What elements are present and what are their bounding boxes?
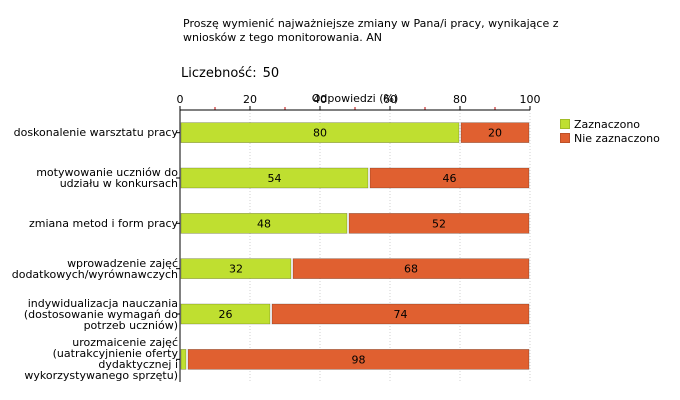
- chart-title: Proszę wymienić najważniejsze zmiany w P…: [183, 17, 559, 44]
- sample-size-label: Liczebność:: [181, 66, 257, 81]
- x-tick-label: 20: [243, 93, 257, 106]
- x-tick-label: 80: [453, 93, 467, 106]
- data-label: 32: [229, 263, 243, 276]
- x-tick-label: 60: [383, 93, 397, 106]
- bar-nie-zaznaczono: [369, 167, 530, 189]
- data-label: 74: [394, 308, 408, 321]
- legend-item-nie-zaznaczono: Nie zaznaczono: [560, 131, 660, 145]
- data-label: 46: [443, 172, 457, 185]
- category-label: wprowadzenie zajęć dodatkowych/wyrównawc…: [11, 256, 178, 281]
- data-label: 26: [219, 308, 233, 321]
- category-label: urozmaicenie zajęć (uatrakcyjnienie ofer…: [24, 336, 178, 383]
- x-tick-label: 40: [313, 93, 327, 106]
- data-label: 98: [352, 353, 366, 366]
- x-tick-label: 100: [520, 93, 541, 106]
- bar-zaznaczono: [180, 303, 271, 325]
- sample-size: Liczebność: 50: [181, 66, 279, 81]
- legend: Zaznaczono Nie zaznaczono: [560, 117, 660, 145]
- data-label: 80: [313, 127, 327, 140]
- legend-label-zaznaczono: Zaznaczono: [574, 117, 641, 131]
- data-label: 20: [488, 127, 502, 140]
- data-label: 68: [404, 263, 418, 276]
- legend-label-nie-zaznaczono: Nie zaznaczono: [574, 131, 660, 145]
- legend-swatch-nie-zaznaczono: [560, 133, 570, 143]
- bar-nie-zaznaczono: [271, 303, 530, 325]
- category-label: motywowanie uczniów do udziału w konkurs…: [36, 166, 178, 190]
- bar-zaznaczono: [180, 349, 187, 370]
- x-axis-label: Odpowiedzi (%): [311, 92, 399, 105]
- legend-swatch-zaznaczono: [560, 119, 570, 129]
- bar-nie-zaznaczono: [348, 213, 530, 234]
- x-tick-label: 0: [177, 93, 184, 106]
- bar-zaznaczono: [180, 213, 348, 234]
- category-label: indywidualizacja nauczania (dostosowanie…: [23, 296, 178, 332]
- sample-size-value: 50: [262, 66, 280, 81]
- bar-nie-zaznaczono: [187, 349, 530, 370]
- legend-item-zaznaczono: Zaznaczono: [560, 117, 660, 131]
- bar-nie-zaznaczono: [292, 258, 530, 279]
- bar-zaznaczono: [180, 167, 369, 189]
- category-label: doskonalenie warsztatu pracy: [13, 126, 178, 140]
- bar-zaznaczono: [180, 258, 292, 279]
- bar-nie-zaznaczono: [460, 122, 530, 143]
- data-label: 54: [268, 172, 282, 185]
- data-label: 52: [432, 217, 446, 230]
- bar-zaznaczono: [180, 122, 460, 143]
- category-label: zmiana metod i form pracy: [29, 216, 178, 230]
- data-label: 48: [257, 217, 271, 230]
